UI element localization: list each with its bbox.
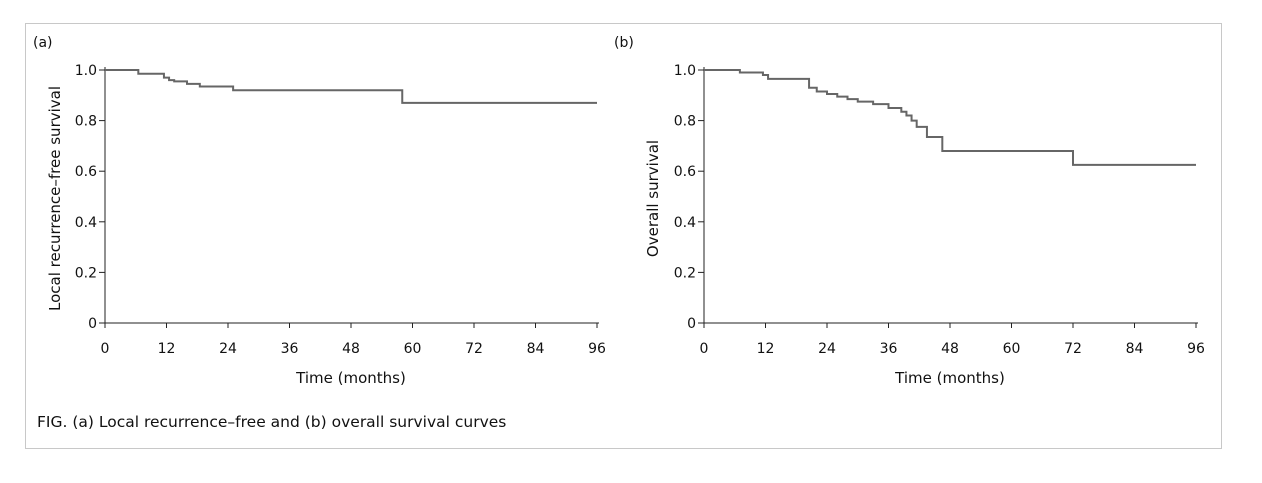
panel-a-y-axis-label: Local recurrence–free survival <box>46 86 64 311</box>
panel-b-x-tick-label: 84 <box>1126 341 1144 357</box>
panel-a-x-tick-label: 84 <box>527 341 545 357</box>
panel-a-y-tick-label: 1.0 <box>75 63 97 79</box>
panel-a-x-axis-label: Time (months) <box>295 369 406 387</box>
panel-a-y-tick-label: 0.6 <box>75 164 97 180</box>
panel-b-survival-curve <box>704 69 1196 166</box>
figure-caption: FIG. (a) Local recurrence–free and (b) o… <box>37 413 507 431</box>
panel-a-y-tick-label: 0 <box>88 316 97 332</box>
panel-a-x-tick-label: 24 <box>219 341 237 357</box>
panel-a-x-tick-label: 12 <box>158 341 176 357</box>
panel-b-label: (b) <box>614 35 634 51</box>
panel-b-x-tick-label: 0 <box>700 341 709 357</box>
panel-a-x-tick-label: 36 <box>281 341 299 357</box>
panel-a-label: (a) <box>33 35 53 51</box>
panel-b-x-axis-label: Time (months) <box>894 369 1005 387</box>
panel-b-y-tick-label: 0.4 <box>674 215 696 231</box>
figure-frame <box>25 23 1222 449</box>
panel-a-y-tick-label: 0.4 <box>75 215 97 231</box>
panel-b-x-tick-label: 60 <box>1003 341 1021 357</box>
panel-a-x-tick-label: 60 <box>404 341 422 357</box>
panel-b-x-tick-label: 12 <box>757 341 775 357</box>
panel-a-y-tick-label: 0.8 <box>75 114 97 130</box>
panel-b-y-axis-label: Overall survival <box>644 140 662 257</box>
panel-a-x-tick-label: 0 <box>101 341 110 357</box>
panel-a-x-tick-label: 96 <box>588 341 606 357</box>
panel-a-x-tick-label: 48 <box>342 341 360 357</box>
panel-b-x-tick-label: 24 <box>818 341 836 357</box>
panel-a-y-tick-label: 0.2 <box>75 265 97 281</box>
panel-b-y-tick-label: 1.0 <box>674 63 696 79</box>
panel-b-x-tick-label: 36 <box>880 341 898 357</box>
panel-b-x-tick-label: 96 <box>1187 341 1205 357</box>
panel-a-survival-curve <box>105 69 597 104</box>
panel-b-y-tick-label: 0.6 <box>674 164 696 180</box>
panel-b-x-tick-label: 72 <box>1064 341 1082 357</box>
panel-b-x-tick-label: 48 <box>941 341 959 357</box>
panel-b-y-tick-label: 0.2 <box>674 265 696 281</box>
panel-b-y-tick-label: 0.8 <box>674 114 696 130</box>
panel-a-x-tick-label: 72 <box>465 341 483 357</box>
panel-b-y-tick-label: 0 <box>687 316 696 332</box>
